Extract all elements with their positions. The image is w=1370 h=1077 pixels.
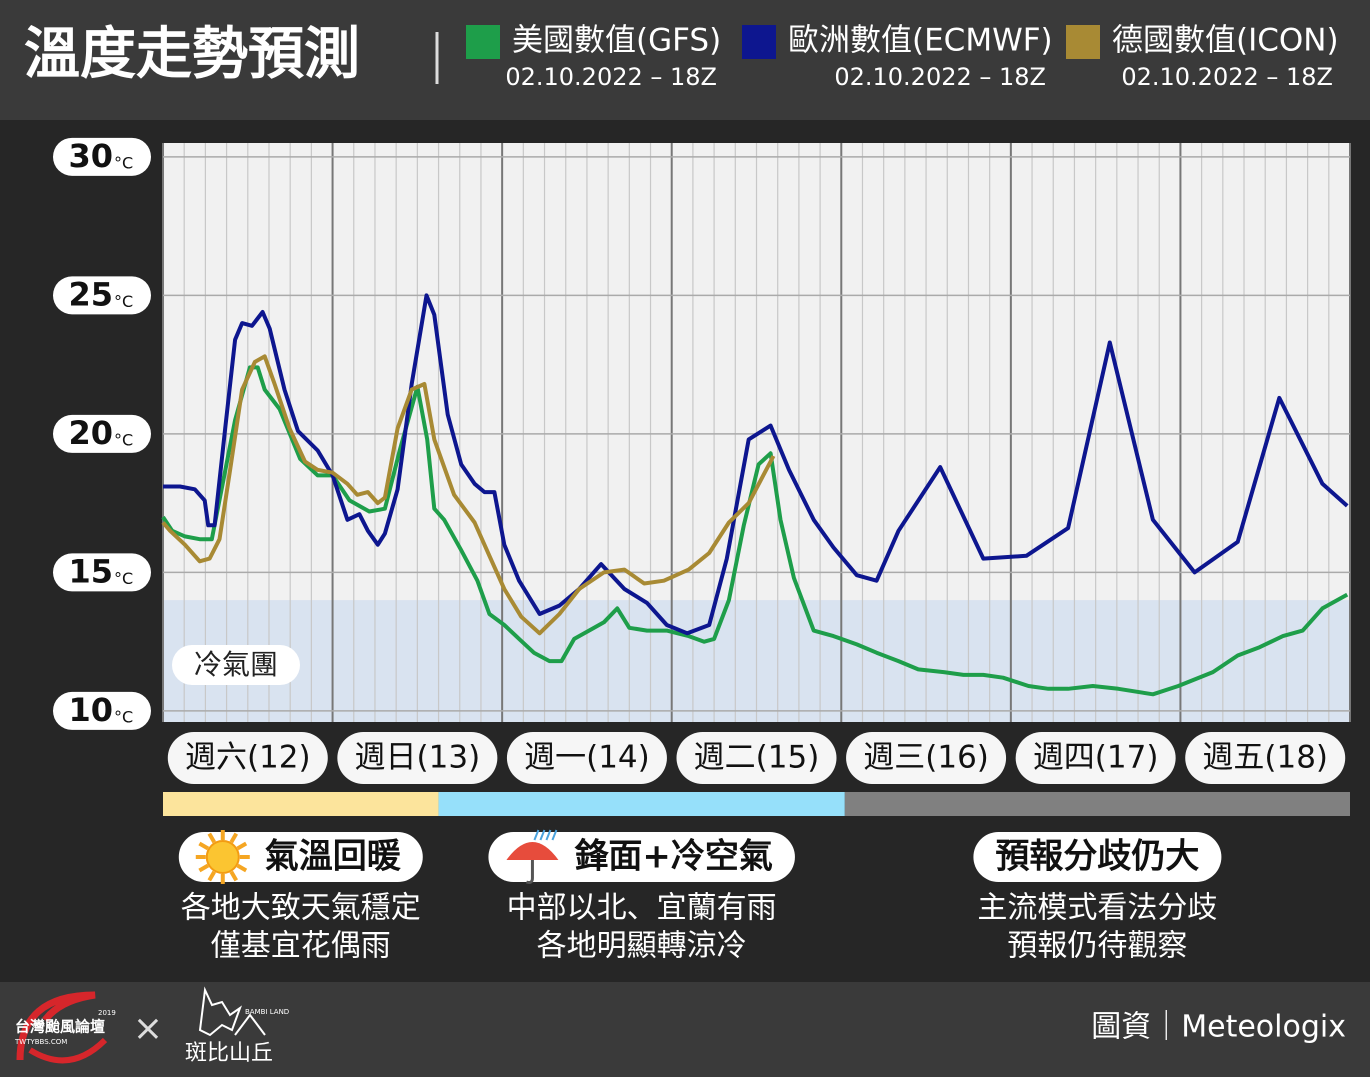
mountain-icon bbox=[234, 1013, 266, 1036]
logo-sub: BAMBI LAND bbox=[245, 1008, 289, 1016]
sun-ray bbox=[236, 863, 248, 873]
rain-drop bbox=[551, 829, 558, 841]
logo-text: 台灣颱風論壇 bbox=[15, 1018, 105, 1036]
legend-swatch bbox=[742, 25, 776, 59]
badge-text: 鋒面+冷空氣 bbox=[574, 837, 773, 877]
x-tick-label: 週四(17) bbox=[1033, 740, 1159, 776]
series-line bbox=[161, 365, 1349, 697]
umbrella-icon bbox=[506, 842, 559, 860]
y-tick-label: 10 bbox=[68, 691, 113, 729]
y-tick-unit: °C bbox=[114, 569, 133, 588]
y-tick-unit: °C bbox=[114, 292, 133, 311]
logo-swoosh bbox=[16, 991, 96, 1061]
phase-text: 各地明顯轉涼冷 bbox=[537, 929, 747, 964]
plot-area bbox=[161, 143, 1351, 722]
y-tick-label: 30 bbox=[68, 137, 113, 175]
sun-ray bbox=[229, 870, 239, 882]
legend-label: 美國數值(GFS) bbox=[512, 23, 721, 59]
x-tick-pill bbox=[337, 732, 498, 784]
badge-pill bbox=[178, 832, 423, 882]
legend-run: 02.10.2022 – 18Z bbox=[1121, 63, 1333, 91]
sun-ray bbox=[236, 841, 248, 851]
sun-ray bbox=[198, 841, 210, 851]
x-tick-label: 週日(13) bbox=[355, 740, 481, 776]
phase-badge: 氣溫回暖 bbox=[178, 830, 423, 884]
cold-band-pill bbox=[172, 645, 300, 685]
phase-text: 中部以北、宜蘭有雨 bbox=[507, 891, 777, 926]
footer-bg bbox=[0, 982, 1370, 1077]
badge-text: 預報分歧仍大 bbox=[995, 837, 1199, 877]
rain-drop bbox=[533, 829, 540, 841]
phase-bar bbox=[844, 792, 1350, 816]
rain-drop bbox=[539, 829, 546, 841]
phase-text: 僅基宜花偶雨 bbox=[211, 929, 391, 964]
series-line bbox=[161, 354, 776, 636]
sun-ray bbox=[198, 863, 210, 873]
x-tick-label: 週二(15) bbox=[694, 740, 820, 776]
x-tick-pill bbox=[506, 732, 667, 784]
x-tick-pill bbox=[167, 732, 328, 784]
badge-pill bbox=[488, 832, 795, 882]
y-tick-unit: °C bbox=[114, 153, 133, 172]
y-tick-pill bbox=[53, 276, 151, 315]
y-tick-unit: °C bbox=[114, 430, 133, 449]
y-tick-pill bbox=[53, 137, 151, 176]
x-tick-pill bbox=[1185, 732, 1346, 784]
badge-pill bbox=[973, 832, 1222, 882]
x-tick-label: 週一(14) bbox=[524, 740, 650, 776]
x-tick-label: 週三(16) bbox=[863, 740, 989, 776]
legend-label: 歐洲數值(ECMWF) bbox=[788, 23, 1053, 59]
phase-bar bbox=[438, 792, 845, 816]
x-tick-label: 週六(12) bbox=[185, 740, 311, 776]
legend-swatch bbox=[1066, 25, 1100, 59]
y-tick-label: 25 bbox=[68, 275, 113, 313]
x-tick-pill bbox=[846, 732, 1007, 784]
legend-run: 02.10.2022 – 18Z bbox=[505, 63, 717, 91]
legend-label: 德國數值(ICON) bbox=[1112, 23, 1339, 59]
phase-text: 各地大致天氣穩定 bbox=[181, 891, 421, 926]
y-tick-label: 20 bbox=[68, 414, 113, 452]
y-tick-pill bbox=[53, 691, 151, 730]
logo-swoosh bbox=[28, 1037, 108, 1064]
sun-ray bbox=[207, 832, 217, 844]
sun-icon bbox=[205, 840, 240, 874]
footer: 台灣颱風論壇 TWTYBBS.COM 2019 × BAMBI LAND 斑比山… bbox=[14, 986, 1346, 1066]
series-line bbox=[163, 293, 1349, 636]
phase-badge: 鋒面+冷空氣 bbox=[488, 829, 795, 884]
rain-drop bbox=[545, 829, 552, 841]
logo-text: 斑比山丘 bbox=[185, 1041, 273, 1066]
badge-text: 氣溫回暖 bbox=[265, 837, 402, 877]
sun-ray bbox=[229, 832, 239, 844]
y-tick-pill bbox=[53, 414, 151, 453]
header-bg bbox=[0, 0, 1370, 120]
phase-text: 預報仍待觀察 bbox=[1007, 929, 1187, 964]
sun-ray bbox=[207, 870, 217, 882]
cold-band-label: 冷氣團 bbox=[194, 648, 278, 681]
chart-title: 溫度走勢預測 bbox=[24, 22, 360, 87]
logo-cross: × bbox=[133, 1008, 163, 1049]
source: 圖資｜Meteologix bbox=[1091, 1010, 1346, 1045]
umbrella-handle bbox=[525, 860, 534, 884]
y-tick-pill bbox=[53, 553, 151, 592]
x-tick-pill bbox=[676, 732, 837, 784]
logo-year: 2019 bbox=[98, 1009, 116, 1017]
x-tick-label: 週五(18) bbox=[1202, 740, 1328, 776]
deer-icon bbox=[198, 986, 243, 1037]
logo-sub: TWTYBBS.COM bbox=[14, 1038, 67, 1046]
y-tick-unit: °C bbox=[114, 707, 133, 726]
y-tick-label: 15 bbox=[68, 552, 113, 590]
legend-run: 02.10.2022 – 18Z bbox=[834, 63, 1046, 91]
phase-text: 主流模式看法分歧 bbox=[977, 891, 1217, 926]
phase-badge: 預報分歧仍大 bbox=[973, 832, 1222, 882]
legend-swatch bbox=[466, 25, 500, 59]
x-tick-pill bbox=[1015, 732, 1176, 784]
phase-bar bbox=[163, 792, 439, 816]
